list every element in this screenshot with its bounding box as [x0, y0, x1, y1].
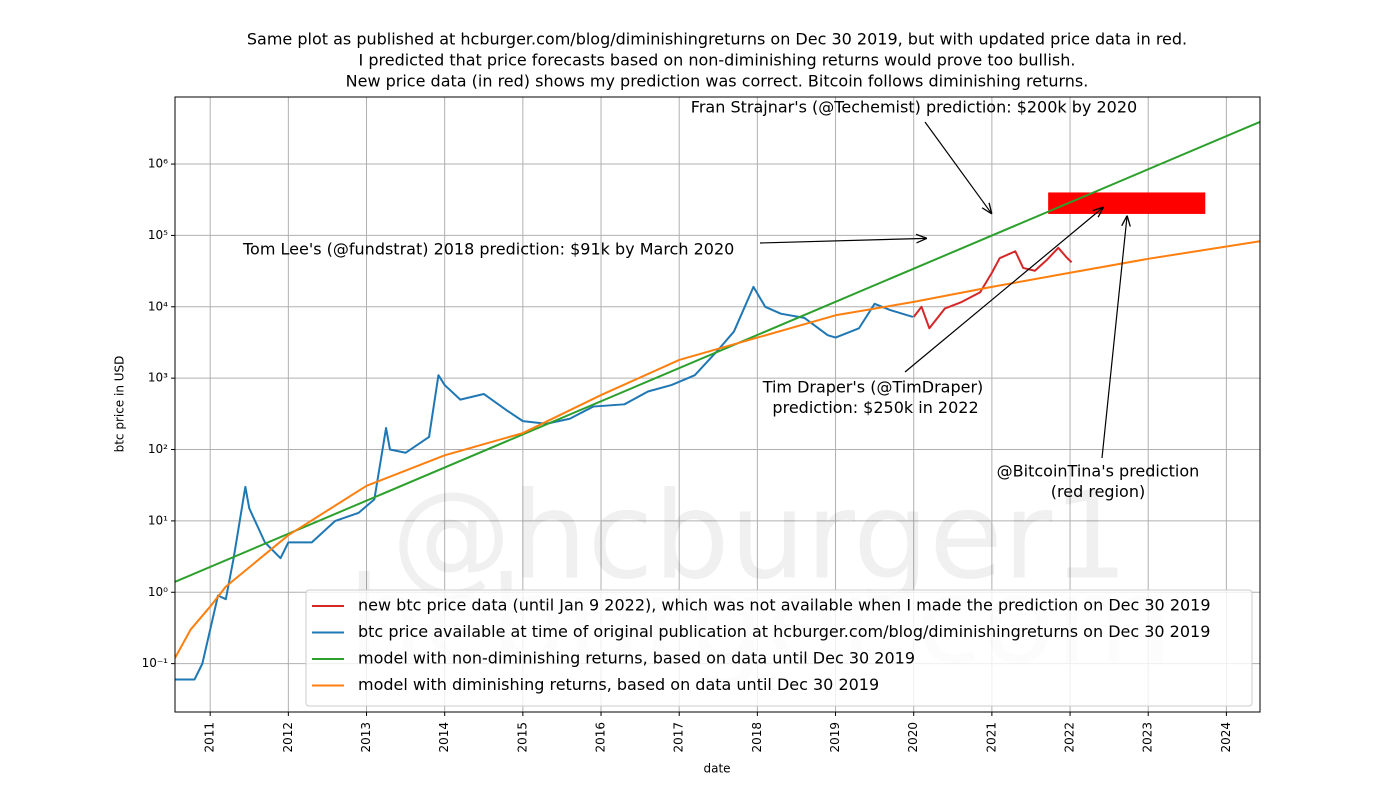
annotation-text: Fran Strajnar's (@Techemist) prediction:… — [691, 98, 1137, 117]
x-tick-label: 2012 — [281, 722, 295, 753]
y-tick-label: 10⁵ — [148, 228, 168, 242]
x-tick-label: 2011 — [203, 722, 217, 753]
chart-title: I predicted that price forecasts based o… — [359, 51, 1076, 70]
x-tick-label: 2016 — [594, 722, 608, 753]
x-tick-label: 2024 — [1219, 722, 1233, 753]
annotation-text: Tim Draper's (@TimDraper) — [762, 378, 984, 397]
annotation-arrow — [924, 121, 992, 214]
annotation-text: prediction: $250k in 2022 — [767, 398, 978, 417]
x-tick-label: 2013 — [359, 722, 373, 753]
legend-label: model with diminishing returns, based on… — [358, 675, 879, 694]
plot-frame — [174, 96, 1261, 713]
annotation-arrow — [759, 238, 927, 244]
x-tick-label: 2019 — [828, 722, 842, 753]
legend-label: new btc price data (until Jan 9 2022), w… — [358, 596, 1211, 615]
annotation-text: Tom Lee's (@fundstrat) 2018 prediction: … — [242, 240, 734, 259]
y-tick-label: 10¹ — [148, 513, 168, 527]
x-axis-label: date — [703, 762, 730, 776]
y-tick-label: 10⁻¹ — [142, 656, 169, 670]
watermark: @hcburger1 — [391, 468, 1128, 607]
x-tick-label: 2020 — [906, 722, 920, 753]
y-tick-label: 10⁶ — [148, 157, 168, 171]
chart-title: New price data (in red) shows my predict… — [346, 72, 1089, 91]
legend-label: model with non-diminishing returns, base… — [358, 649, 915, 668]
prediction-region — [1048, 192, 1206, 214]
y-tick-label: 10⁰ — [148, 585, 168, 599]
x-tick-label: 2017 — [672, 722, 686, 753]
chart-title: Same plot as published at hcburger.com/b… — [247, 30, 1187, 49]
series-line — [912, 246, 1073, 330]
y-tick-label: 10² — [148, 442, 168, 456]
legend-box — [305, 589, 1253, 707]
legend-label: btc price available at time of original … — [358, 622, 1210, 641]
annotation-text: (red region) — [1051, 482, 1145, 501]
y-tick-label: 10⁴ — [148, 299, 168, 313]
y-axis-label: btc price in USD — [113, 356, 127, 453]
series-line — [175, 120, 1260, 583]
x-tick-label: 2018 — [750, 722, 764, 753]
x-tick-label: 2021 — [984, 722, 998, 753]
plot-area — [175, 120, 1260, 681]
annotation-arrow — [1101, 216, 1127, 459]
x-tick-label: 2023 — [1141, 722, 1155, 753]
annotation-text: @BitcoinTina's prediction — [997, 462, 1200, 481]
series-line — [175, 285, 914, 681]
x-tick-label: 2022 — [1063, 722, 1077, 753]
annotation-arrow — [904, 207, 1104, 373]
y-tick-label: 10³ — [148, 371, 168, 385]
series-line — [175, 240, 1260, 659]
x-tick-label: 2015 — [515, 722, 529, 753]
x-tick-label: 2014 — [437, 722, 451, 753]
